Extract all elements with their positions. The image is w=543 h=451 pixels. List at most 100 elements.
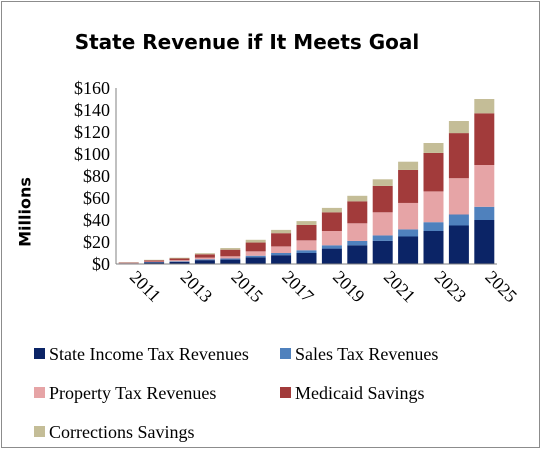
bar-segment (372, 240, 393, 264)
x-tick-label: 2013 (177, 267, 217, 307)
legend-item: Corrections Savings (34, 422, 195, 443)
bar-segment (169, 257, 190, 259)
bar-segment (474, 206, 495, 220)
bar-segment (448, 214, 469, 226)
bar-segment (398, 229, 419, 237)
bar-segment (245, 255, 266, 258)
legend-label: Property Tax Revenues (49, 383, 217, 403)
bar-segment (474, 220, 495, 264)
bar-segment (398, 161, 419, 170)
y-tick-label: $160 (74, 78, 110, 98)
legend-swatch (280, 348, 291, 359)
bar-segment (144, 259, 165, 261)
bar-segment (448, 133, 469, 179)
x-tick-label: 2015 (227, 267, 267, 307)
bar-segment (474, 165, 495, 207)
bar-segment (296, 240, 317, 251)
bar-segment (398, 202, 419, 230)
bar-segment (474, 113, 495, 165)
bar-segment (474, 99, 495, 114)
bar-segment (423, 222, 444, 231)
legend-item: State Income Tax Revenues (34, 344, 249, 365)
bar-segment (194, 254, 215, 258)
legend-item: Sales Tax Revenues (280, 344, 438, 365)
bar-segment (271, 255, 292, 264)
bar-segment (321, 245, 342, 249)
bar-segment (144, 262, 165, 264)
legend-swatch (34, 348, 45, 359)
bar-segment (169, 260, 190, 262)
bar-segment (321, 248, 342, 264)
y-tick-label: $40 (83, 210, 110, 230)
bar-segment (296, 224, 317, 241)
y-tick-label: $100 (74, 144, 110, 164)
bar-segment (321, 207, 342, 213)
bar-segment (169, 261, 190, 264)
bar-segment (398, 169, 419, 203)
x-tick-label: 2017 (278, 267, 318, 307)
chart-title: State Revenue if It Meets Goal (74, 30, 420, 54)
y-tick-label: $120 (74, 122, 110, 142)
legend-label: Medicaid Savings (295, 383, 425, 403)
bar-segment (220, 259, 241, 264)
bar-segment (296, 250, 317, 253)
bar-segment (321, 212, 342, 231)
bar-segment (296, 253, 317, 264)
bar-segment (423, 231, 444, 264)
legend-label: Sales Tax Revenues (295, 344, 439, 364)
bar-segment (220, 248, 241, 250)
bar-segment (118, 262, 139, 264)
bar-segment (296, 221, 317, 225)
legend-swatch (34, 426, 45, 437)
bar-segment (194, 253, 215, 255)
bar-segment (448, 178, 469, 215)
bar-segment (220, 258, 241, 260)
y-tick-label: $140 (74, 100, 110, 120)
legend-label: Corrections Savings (49, 422, 195, 442)
bar-segment (220, 256, 241, 259)
bar-segment (372, 185, 393, 213)
bar-segment (271, 253, 292, 256)
bar-segment (245, 239, 266, 243)
bar-segment (194, 259, 215, 261)
bar-segment (271, 229, 292, 234)
bar-segment (423, 143, 444, 153)
legend-swatch (280, 387, 291, 398)
bar-segment (423, 152, 444, 192)
legend-item: Medicaid Savings (280, 383, 424, 404)
bar-segment (321, 231, 342, 246)
bar-segment (347, 223, 368, 241)
y-tick-label: $60 (83, 188, 110, 208)
x-tick-label: 2019 (329, 267, 369, 307)
bar-segment (245, 257, 266, 264)
y-tick-label: $80 (83, 166, 110, 186)
x-tick-label: 2021 (380, 267, 420, 307)
y-ticks-group: $0$20$40$60$80$100$120$140$160 (74, 78, 110, 274)
bar-segment (194, 260, 215, 264)
bar-segment (220, 249, 241, 257)
bar-segment (347, 240, 368, 246)
bar-segment (423, 191, 444, 223)
bar-segment (144, 261, 165, 263)
bar-segment (372, 212, 393, 236)
bar-segment (372, 179, 393, 186)
bar-segment (144, 260, 165, 262)
y-tick-label: $0 (92, 254, 110, 274)
bar-segment (347, 201, 368, 224)
bar-segment (347, 195, 368, 202)
bar-segment (169, 258, 190, 261)
x-tick-label: 2011 (126, 267, 165, 306)
bar-segment (448, 225, 469, 264)
x-tick-label: 2023 (431, 267, 471, 307)
bar-segment (271, 233, 292, 247)
bar-segment (372, 235, 393, 241)
bar-segment (194, 257, 215, 260)
legend-label: State Income Tax Revenues (49, 344, 249, 364)
legend-swatch (34, 387, 45, 398)
bar-segment (347, 245, 368, 264)
bar-segment (245, 251, 266, 256)
bar-segment (245, 242, 266, 252)
y-tick-label: $20 (83, 232, 110, 252)
bars-group (118, 99, 495, 264)
